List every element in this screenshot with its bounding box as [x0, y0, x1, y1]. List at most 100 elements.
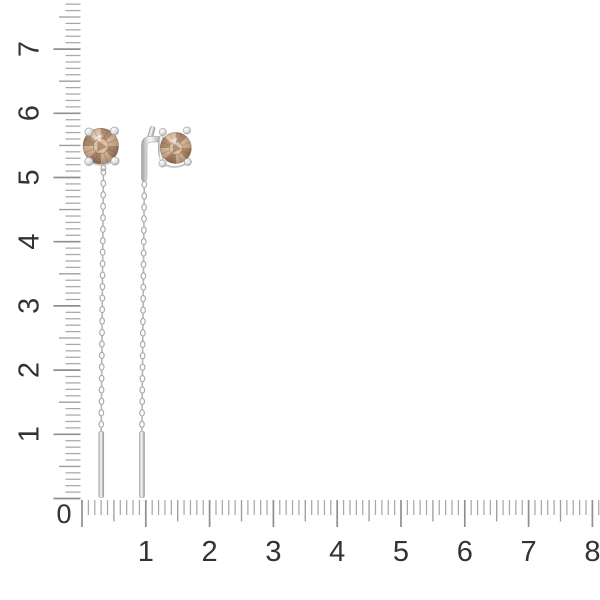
chain-link: [141, 370, 144, 376]
chain-link: [142, 301, 144, 308]
chain-link: [100, 179, 107, 188]
chain-link: [139, 374, 146, 383]
chain-link: [99, 328, 105, 337]
chain-link: [142, 255, 145, 262]
h-ruler-label-6: 6: [457, 536, 473, 568]
post-tip-right: [147, 126, 156, 138]
v-ruler-label-7: 7: [14, 41, 46, 57]
chain-link: [142, 244, 145, 251]
chain-link: [102, 220, 104, 227]
chain-link: [100, 168, 107, 176]
horizontal-ruler-ticks: [81, 500, 600, 527]
chain-link: [100, 202, 106, 211]
chain-link: [141, 358, 144, 365]
chain-link: [141, 347, 144, 353]
chain-link: [102, 174, 105, 181]
chain-link: [140, 237, 147, 246]
chain-left: [98, 168, 107, 433]
chain-link: [99, 260, 106, 268]
chain-link: [100, 404, 103, 410]
chain-link: [99, 282, 106, 291]
v-ruler-label-2: 2: [14, 362, 46, 378]
earring-right: [139, 126, 192, 498]
chain-link: [140, 249, 147, 257]
chain-link: [141, 335, 144, 342]
chain-link: [99, 237, 106, 245]
chain-link: [100, 225, 106, 234]
chain-link: [139, 340, 146, 349]
chain-link: [141, 192, 148, 200]
h-ruler-label-3: 3: [265, 536, 281, 568]
chain-link: [99, 317, 106, 325]
chain-link: [101, 243, 104, 250]
chain-link: [143, 221, 145, 228]
chain-link: [102, 209, 104, 216]
chain-link: [101, 335, 103, 342]
chain-link: [100, 415, 103, 422]
chain-link: [101, 289, 104, 296]
chain-link: [99, 248, 106, 256]
chain-link: [102, 186, 105, 193]
chain-link: [141, 404, 143, 411]
chain-link: [101, 323, 103, 330]
chain-link: [141, 392, 144, 399]
chain-link: [101, 255, 104, 261]
chain-link: [140, 226, 147, 234]
chain-link: [98, 351, 105, 360]
chain-link: [100, 392, 103, 399]
chain-link: [98, 397, 105, 406]
v-ruler-label-3: 3: [14, 298, 46, 314]
chain-link: [139, 420, 145, 428]
jump-ring-left: [100, 164, 107, 172]
chain-link: [140, 306, 146, 314]
chain-link: [143, 187, 146, 194]
chain-link: [100, 369, 103, 376]
chain-link: [140, 317, 146, 326]
chain-link: [99, 271, 106, 279]
h-ruler-label-8: 8: [584, 536, 600, 568]
chain-link: [141, 415, 143, 422]
chain-link: [100, 358, 103, 365]
v-ruler-label-6: 6: [14, 105, 46, 121]
chain-link: [102, 232, 104, 238]
chain-link: [98, 420, 105, 428]
chain-link: [142, 278, 145, 285]
chain-link: [101, 266, 104, 273]
chain-link: [98, 374, 105, 383]
chain-link: [99, 305, 106, 314]
chain-link: [141, 215, 147, 223]
chain-link: [98, 386, 105, 394]
v-ruler-label-1: 1: [14, 426, 46, 442]
chain-link: [140, 283, 147, 291]
ruler-origin-label: 0: [56, 499, 71, 529]
chain-link: [143, 198, 145, 205]
chain-right: [139, 180, 148, 433]
chain-link: [140, 295, 147, 303]
chain-link: [98, 363, 105, 371]
chain-link: [99, 294, 106, 302]
h-ruler-label-1: 1: [138, 536, 154, 568]
horizontal-ruler-labels: 1 2 3 4 5 6 7 8: [138, 536, 600, 568]
v-ruler-label-5: 5: [14, 169, 46, 185]
chain-link: [139, 329, 146, 337]
v-ruler-label-4: 4: [14, 234, 46, 250]
vertical-ruler-labels: 1 2 3 4 5 6 7: [14, 41, 46, 442]
chain-link: [143, 210, 145, 216]
chain-link: [141, 381, 144, 388]
h-ruler-label-7: 7: [521, 536, 537, 568]
chain-link: [140, 272, 147, 280]
vertical-ruler-ticks: [53, 3, 81, 500]
chain-link: [141, 203, 147, 212]
chain-link: [99, 340, 105, 348]
prongs-left: [84, 126, 120, 166]
chain-link: [101, 278, 104, 284]
chain-link: [142, 324, 144, 331]
h-ruler-label-5: 5: [393, 536, 409, 568]
h-ruler-label-4: 4: [329, 536, 345, 568]
chain-link: [139, 409, 145, 417]
chain-link: [140, 260, 147, 269]
earring-left: [82, 126, 120, 498]
chain-link: [142, 267, 145, 274]
